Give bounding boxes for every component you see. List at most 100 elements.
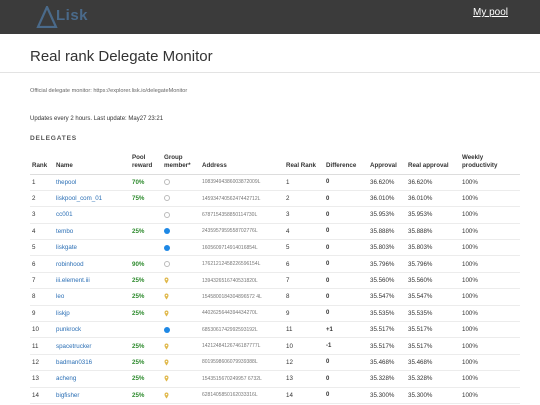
group-member-cell: [162, 354, 200, 372]
group-member-cell: [162, 190, 200, 208]
table-row: 3 cc001 6787154358850114730L 3 0 35.953% 35.95…: [30, 206, 520, 224]
delegate-link[interactable]: punkrock: [56, 326, 82, 334]
table-row: 10 punkrock 6853061742992593192L 11 +1 35.517…: [30, 321, 520, 339]
difference-cell: 0: [324, 272, 368, 290]
update-info: Updates every 2 hours. Last update: May2…: [30, 116, 164, 122]
real-rank-cell: 7: [284, 272, 324, 290]
real-approval-cell: 35.803%: [406, 239, 460, 257]
pool-reward-cell: 25%: [130, 387, 162, 404]
address-cell: 14593474056247442712L: [200, 190, 284, 208]
approval-cell: 35.517%: [368, 321, 406, 339]
table-row: 2 liskpool_com_01 75% 14593474056247442712L…: [30, 190, 520, 208]
group-member-cell: [162, 255, 200, 273]
column-header: Difference: [324, 148, 368, 175]
real-approval-cell: 35.888%: [406, 223, 460, 241]
group-member-cell: [162, 174, 200, 191]
real-approval-cell: 35.328%: [406, 370, 460, 388]
table-row: 13 acheng 25% 1543515670249957 6732L 13 0 35.3…: [30, 370, 520, 388]
delegate-link[interactable]: tembo: [56, 227, 74, 235]
approval-cell: 35.560%: [368, 272, 406, 290]
pool-reward-cell: 25%: [130, 370, 162, 388]
delegate-link[interactable]: robinhood: [56, 260, 84, 268]
real-rank-cell: 2: [284, 190, 324, 208]
column-header: Name: [54, 148, 130, 175]
delegate-link[interactable]: leo: [56, 293, 65, 301]
pin-icon: [164, 343, 169, 350]
productivity-cell: 100%: [460, 206, 520, 224]
difference-cell: 0: [324, 354, 368, 372]
productivity-cell: 100%: [460, 354, 520, 372]
my-pool-link[interactable]: My pool: [472, 7, 508, 18]
productivity-cell: 100%: [460, 370, 520, 388]
real-rank-cell: 14: [284, 387, 324, 404]
name-cell: thepool: [54, 174, 130, 191]
real-approval-cell: 35.953%: [406, 206, 460, 224]
column-header: Approval: [368, 148, 406, 175]
delegate-link[interactable]: badman0316: [56, 358, 93, 366]
approval-cell: 35.547%: [368, 288, 406, 306]
real-rank-cell: 4: [284, 223, 324, 241]
real-approval-cell: 35.468%: [406, 354, 460, 372]
address-cell: 2435957959558702776L: [200, 223, 284, 241]
approval-cell: 36.620%: [368, 174, 406, 191]
lisk-logo[interactable]: Lisk: [36, 6, 88, 28]
pool-reward-cell: [130, 206, 162, 224]
group-member-icon: [164, 326, 170, 333]
pool-reward-cell: 25%: [130, 337, 162, 355]
name-cell: liskjp: [54, 305, 130, 323]
real-rank-cell: 1: [284, 174, 324, 191]
name-cell: cc001: [54, 206, 130, 224]
difference-cell: 0: [324, 174, 368, 191]
name-cell: acheng: [54, 370, 130, 388]
name-cell: badman0316: [54, 354, 130, 372]
delegates-table: Rank Name Pool reward Group member* Addr…: [30, 148, 520, 404]
delegate-link[interactable]: liskpool_com_01: [56, 195, 103, 203]
table-row: 9 liskjp 25% 4402625644394434270L 9 0 35.535% 3…: [30, 305, 520, 323]
column-header: Weekly productivity: [460, 148, 520, 175]
logo-text: Lisk: [56, 7, 89, 24]
approval-cell: 35.888%: [368, 223, 406, 241]
rank-cell: 5: [30, 239, 54, 257]
productivity-cell: 100%: [460, 288, 520, 306]
rank-cell: 10: [30, 321, 54, 339]
table-row: 11 spacetrucker 25% 14212484126746187777L 10…: [30, 337, 520, 355]
delegate-link[interactable]: iii.element.iii: [56, 277, 90, 285]
delegate-link[interactable]: liskgate: [56, 244, 77, 252]
delegate-link[interactable]: acheng: [56, 375, 77, 383]
column-header: Pool reward: [130, 148, 162, 175]
pool-reward-cell: 70%: [130, 174, 162, 191]
column-header: Address: [200, 148, 284, 175]
pin-icon: [164, 277, 169, 284]
delegate-link[interactable]: bigfisher: [56, 391, 80, 399]
group-empty-icon: [164, 211, 170, 218]
address-cell: 1545800184304896572 4L: [200, 288, 284, 306]
approval-cell: 35.300%: [368, 387, 406, 404]
productivity-cell: 100%: [460, 223, 520, 241]
address-cell: 6281405850162033316L: [200, 387, 284, 404]
productivity-cell: 100%: [460, 174, 520, 191]
name-cell: bigfisher: [54, 387, 130, 404]
delegate-link[interactable]: spacetrucker: [56, 342, 92, 350]
table-row: 7 iii.element.iii 25% 1394326516740531820L 7…: [30, 272, 520, 290]
rank-cell: 8: [30, 288, 54, 306]
difference-cell: 0: [324, 305, 368, 323]
column-header: Real approval: [406, 148, 460, 175]
address-cell: 6787154358850114730L: [200, 206, 284, 224]
rank-cell: 7: [30, 272, 54, 290]
group-empty-icon: [164, 179, 170, 186]
address-cell: 17621212458226596154L: [200, 255, 284, 273]
real-rank-cell: 10: [284, 337, 324, 355]
table-row: 1 thepool 70% 10839494386003872009L 1 0 36.620…: [30, 174, 520, 191]
column-header: Rank: [30, 148, 54, 175]
name-cell: liskgate: [54, 239, 130, 257]
table-row: 4 tembo 25% 2435957959558702776L 4 0 35.888% 35…: [30, 223, 520, 241]
delegate-link[interactable]: cc001: [56, 211, 73, 219]
delegate-link[interactable]: thepool: [56, 178, 77, 186]
name-cell: robinhood: [54, 255, 130, 273]
real-rank-cell: 12: [284, 354, 324, 372]
approval-cell: 35.803%: [368, 239, 406, 257]
name-cell: spacetrucker: [54, 337, 130, 355]
productivity-cell: 100%: [460, 337, 520, 355]
pool-reward-cell: 25%: [130, 305, 162, 323]
delegate-link[interactable]: liskjp: [56, 309, 70, 317]
